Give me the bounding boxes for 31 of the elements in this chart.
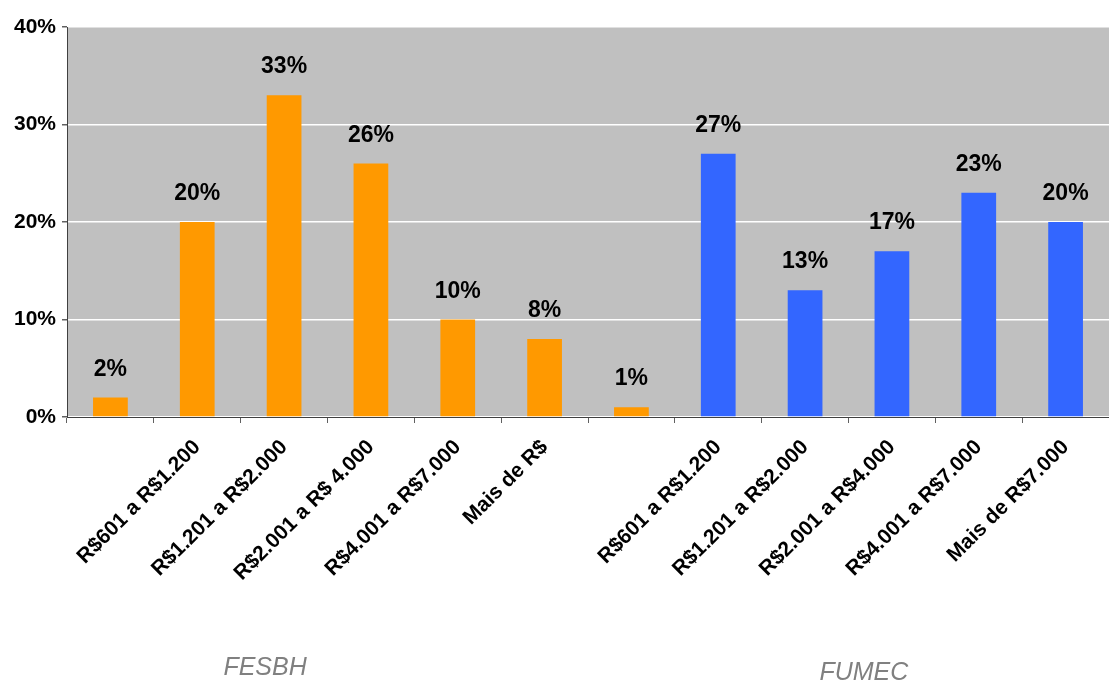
data-label: 27% (695, 110, 742, 137)
bar (440, 319, 476, 417)
bar (961, 192, 997, 417)
bar (179, 222, 215, 417)
bar (266, 95, 302, 417)
data-label: 10% (434, 276, 481, 303)
bar (1048, 222, 1083, 417)
y-tick-label: 30% (13, 111, 57, 135)
bar (93, 397, 128, 417)
y-tick-label: 20% (13, 208, 57, 232)
data-label: 17% (868, 208, 915, 235)
y-tick-label: 0% (25, 403, 57, 427)
data-label: 23% (955, 149, 1002, 176)
text: FUMEC (819, 657, 910, 682)
y-tick-label: 10% (13, 306, 57, 330)
data-label: 20% (1042, 179, 1089, 205)
bar (700, 153, 736, 417)
text: FESBH (223, 652, 308, 680)
bar (787, 290, 823, 417)
bar (614, 407, 649, 417)
data-label: 1% (614, 364, 649, 391)
bar (527, 339, 562, 417)
data-label: 2% (93, 354, 128, 381)
data-label: 26% (347, 120, 394, 147)
data-label: 20% (174, 179, 221, 205)
y-tick-label: 40% (13, 13, 57, 37)
data-label: 13% (782, 247, 829, 274)
data-label: 8% (527, 296, 562, 322)
bar (353, 163, 389, 417)
bar (874, 251, 910, 417)
data-label: 33% (261, 52, 308, 79)
